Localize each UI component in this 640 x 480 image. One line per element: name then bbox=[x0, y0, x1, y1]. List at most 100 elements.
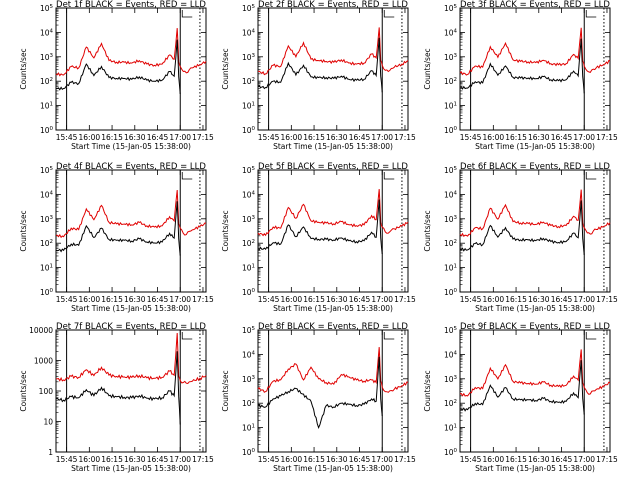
x-tick-label: 16:45 bbox=[349, 455, 371, 464]
y-tick-label: 104 bbox=[444, 190, 458, 199]
x-tick-label: 15:45 bbox=[56, 133, 78, 142]
y-tick-label: 104 bbox=[444, 28, 458, 37]
y-tick-label: 1000 bbox=[34, 357, 53, 366]
marker-flag bbox=[383, 10, 395, 18]
y-tick-label: 10 bbox=[43, 418, 53, 427]
series-line-events bbox=[56, 39, 181, 95]
plot-frame bbox=[459, 7, 611, 131]
x-tick-label: 17:15 bbox=[192, 295, 214, 304]
x-axis-label: Start Time (15-Jan-05 15:38:00) bbox=[273, 464, 393, 473]
x-axis-label: Start Time (15-Jan-05 15:38:00) bbox=[475, 464, 595, 473]
x-tick-label: 16:45 bbox=[551, 133, 573, 142]
x-tick-label: 16:00 bbox=[79, 295, 101, 304]
y-tick-label: 104 bbox=[242, 190, 256, 199]
y-tick-label: 105 bbox=[242, 166, 256, 175]
x-axis-label: Start Time (15-Jan-05 15:38:00) bbox=[71, 142, 191, 151]
panel-1: Det 1f BLACK = Events, RED = LLD 100 101 10… bbox=[19, 0, 214, 151]
x-tick-label: 16:45 bbox=[147, 133, 169, 142]
x-tick-label: 17:00 bbox=[371, 295, 393, 304]
series-line-lld bbox=[56, 189, 207, 239]
y-tick-label: 100 bbox=[40, 126, 54, 135]
y-tick-label: 102 bbox=[444, 399, 457, 408]
y-tick-label: 100 bbox=[242, 288, 256, 297]
x-axis-label: Start Time (15-Jan-05 15:38:00) bbox=[273, 142, 393, 151]
y-tick-label: 103 bbox=[444, 53, 458, 62]
y-axis-label: Counts/sec bbox=[423, 48, 432, 89]
y-tick-label: 103 bbox=[40, 215, 54, 224]
y-tick-label: 105 bbox=[444, 166, 458, 175]
y-tick-label: 103 bbox=[444, 215, 458, 224]
panel-6: Det 6f BLACK = Events, RED = LLD 100 101 10… bbox=[423, 162, 618, 313]
x-tick-label: 15:45 bbox=[460, 295, 482, 304]
x-tick-label: 16:30 bbox=[326, 455, 348, 464]
x-tick-label: 17:00 bbox=[169, 455, 191, 464]
marker-flag bbox=[383, 332, 395, 340]
y-tick-label: 105 bbox=[40, 166, 54, 175]
y-tick-label: 102 bbox=[444, 77, 457, 86]
y-tick-label: 1 bbox=[48, 448, 53, 457]
x-tick-label: 16:00 bbox=[79, 455, 101, 464]
y-axis-label: Counts/sec bbox=[221, 48, 230, 89]
y-tick-label: 100 bbox=[444, 126, 458, 135]
x-tick-label: 17:15 bbox=[596, 455, 618, 464]
panel-title: Det 6f BLACK = Events, RED = LLD bbox=[460, 162, 610, 172]
plot-frame bbox=[55, 7, 207, 131]
x-tick-label: 17:15 bbox=[394, 133, 416, 142]
panel-5: Det 5f BLACK = Events, RED = LLD 100 101 10… bbox=[221, 162, 416, 313]
plot-frame bbox=[459, 329, 611, 453]
plot-frame bbox=[257, 329, 409, 453]
x-tick-label: 15:45 bbox=[460, 133, 482, 142]
y-tick-label: 101 bbox=[242, 424, 255, 433]
y-tick-label: 100 bbox=[40, 288, 54, 297]
y-tick-label: 101 bbox=[40, 264, 53, 273]
y-tick-label: 102 bbox=[242, 77, 255, 86]
x-tick-label: 17:00 bbox=[573, 133, 595, 142]
panel-title: Det 3f BLACK = Events, RED = LLD bbox=[460, 0, 610, 10]
x-tick-label: 15:45 bbox=[258, 295, 280, 304]
y-tick-label: 100 bbox=[444, 448, 458, 457]
y-tick-label: 101 bbox=[242, 102, 255, 111]
x-tick-label: 16:30 bbox=[124, 295, 146, 304]
y-axis-label: Counts/sec bbox=[221, 370, 230, 411]
plot-frame bbox=[257, 7, 409, 131]
series-line-lld bbox=[459, 349, 611, 397]
y-tick-label: 103 bbox=[242, 375, 256, 384]
x-tick-label: 16:30 bbox=[326, 295, 348, 304]
y-tick-label: 102 bbox=[40, 239, 53, 248]
y-tick-label: 103 bbox=[444, 375, 458, 384]
marker-flag bbox=[181, 10, 193, 18]
x-tick-label: 17:15 bbox=[192, 133, 214, 142]
x-axis-label: Start Time (15-Jan-05 15:38:00) bbox=[475, 142, 595, 151]
x-tick-label: 16:45 bbox=[349, 295, 371, 304]
x-tick-label: 16:00 bbox=[281, 133, 303, 142]
panel-2: Det 2f BLACK = Events, RED = LLD 100 101 10… bbox=[221, 0, 416, 151]
x-tick-label: 16:15 bbox=[101, 295, 123, 304]
x-tick-label: 16:15 bbox=[505, 133, 527, 142]
x-tick-label: 16:45 bbox=[551, 455, 573, 464]
x-tick-label: 16:15 bbox=[303, 455, 325, 464]
x-tick-label: 16:15 bbox=[303, 133, 325, 142]
panel-title: Det 1f BLACK = Events, RED = LLD bbox=[56, 0, 206, 10]
y-tick-label: 104 bbox=[242, 350, 256, 359]
x-tick-label: 16:45 bbox=[147, 455, 169, 464]
y-tick-label: 105 bbox=[242, 326, 256, 335]
y-tick-label: 103 bbox=[242, 53, 256, 62]
y-tick-label: 104 bbox=[444, 350, 458, 359]
y-tick-label: 103 bbox=[40, 53, 54, 62]
y-axis-label: Counts/sec bbox=[423, 210, 432, 251]
marker-flag bbox=[181, 172, 193, 180]
panel-4: Det 4f BLACK = Events, RED = LLD 100 101 10… bbox=[19, 162, 214, 313]
x-tick-label: 16:00 bbox=[483, 133, 505, 142]
x-tick-label: 16:15 bbox=[505, 455, 527, 464]
marker-flag bbox=[181, 332, 193, 340]
y-tick-label: 100 bbox=[242, 448, 256, 457]
x-tick-label: 15:45 bbox=[56, 455, 78, 464]
y-tick-label: 105 bbox=[40, 4, 54, 13]
series-line-lld bbox=[55, 332, 207, 385]
x-tick-label: 16:45 bbox=[551, 295, 573, 304]
plot-frame bbox=[257, 169, 409, 293]
y-tick-label: 102 bbox=[242, 239, 255, 248]
series-line-events bbox=[55, 201, 181, 256]
x-tick-label: 16:15 bbox=[303, 295, 325, 304]
